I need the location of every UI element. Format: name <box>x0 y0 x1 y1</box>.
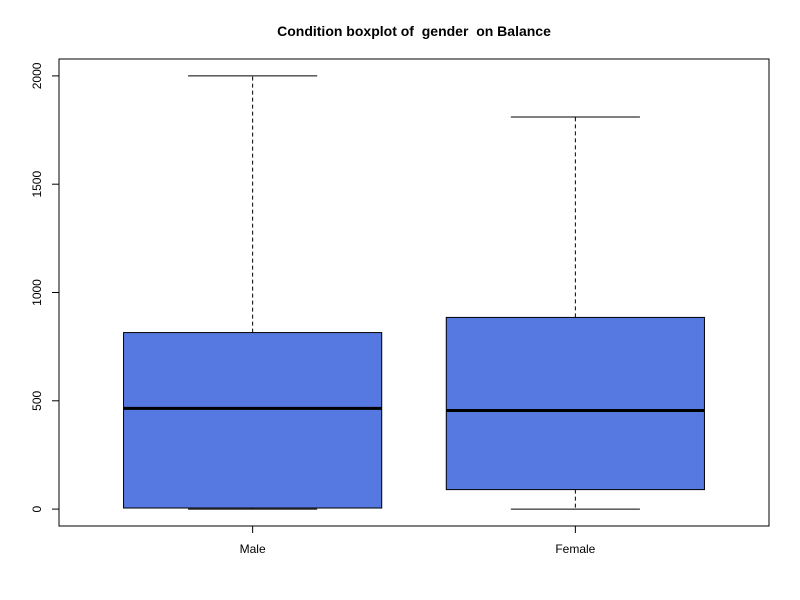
y-tick-label: 1000 <box>30 279 44 306</box>
y-tick-label: 0 <box>30 505 44 512</box>
chart-title: Condition boxplot of gender on Balance <box>277 23 551 39</box>
box-female <box>445 316 705 491</box>
y-tick-label: 2000 <box>30 62 44 89</box>
y-tick-label: 1500 <box>30 171 44 198</box>
box-male <box>123 332 383 509</box>
y-tick-label: 500 <box>30 390 44 410</box>
x-tick-label: Female <box>555 542 595 556</box>
x-tick-label: Male <box>240 542 266 556</box>
plot-layer: 0 500 1000 1500 2000 Male Female <box>30 62 705 556</box>
